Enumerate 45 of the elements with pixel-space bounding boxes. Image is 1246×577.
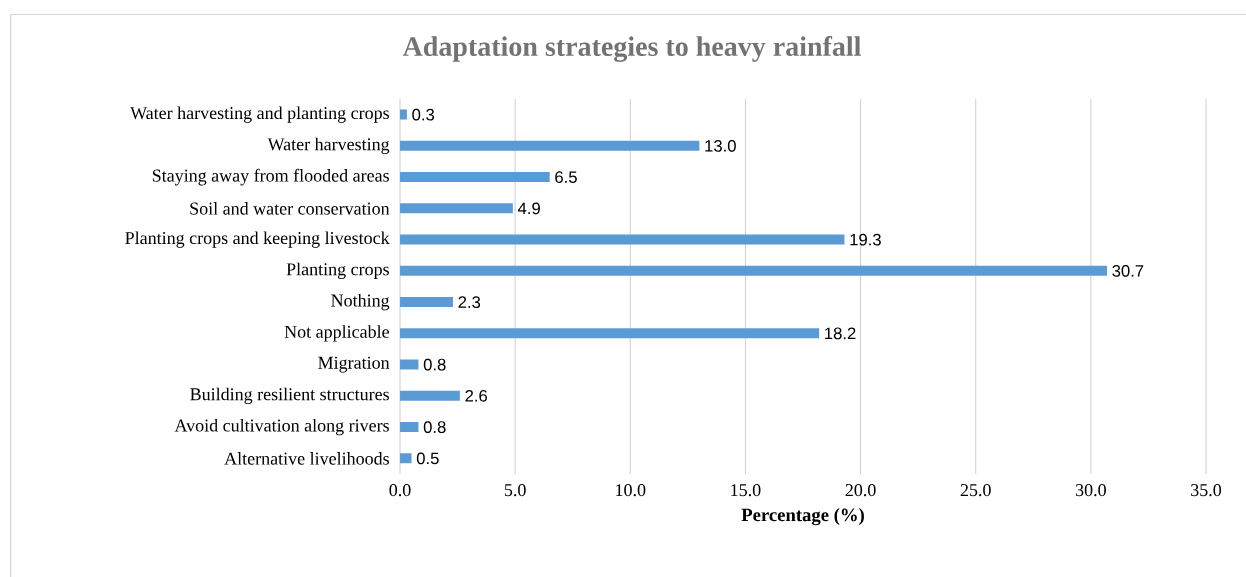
x-tick-label: 35.0 (1191, 484, 1222, 497)
bar (400, 359, 419, 370)
bar (400, 297, 453, 308)
data-label: 30.7 (1112, 264, 1144, 277)
data-label: 0.8 (423, 358, 446, 371)
x-tick-label: 25.0 (960, 484, 991, 497)
y-tick-label: Water harvesting (267, 137, 390, 155)
x-axis-title: Percentage (%) (741, 508, 864, 526)
bar (400, 234, 845, 245)
y-tick-label: Planting crops (286, 262, 389, 280)
x-tick-label: 15.0 (731, 484, 761, 497)
bar (400, 390, 460, 401)
y-tick-label: Not applicable (284, 325, 389, 342)
data-label: 0.8 (423, 421, 446, 434)
x-tick-label: 10.0 (616, 484, 646, 497)
bar (400, 140, 700, 151)
x-tick-label: 5.0 (504, 484, 526, 497)
data-label: 18.2 (825, 327, 856, 340)
y-tick-label: Avoid cultivation along rivers (174, 418, 389, 436)
y-tick-label: Water harvesting and planting crops (130, 106, 389, 123)
x-tick-label: 0.0 (389, 484, 411, 497)
x-tick-label: 30.0 (1075, 484, 1106, 497)
data-label: 0.5 (416, 452, 439, 465)
data-label: 2.3 (458, 296, 481, 309)
bar (400, 172, 550, 183)
y-tick-label: Alternative livelihoods (224, 452, 389, 465)
data-label: 2.6 (465, 389, 488, 402)
y-tick-label: Migration (318, 356, 390, 373)
chart-title: Adaptation strategies to heavy rainfall (402, 36, 861, 62)
data-label: 0.3 (412, 108, 435, 121)
data-label: 19.3 (850, 233, 881, 246)
y-tick-label: Building resilient structures (190, 387, 389, 405)
bar (400, 422, 419, 433)
bar (400, 203, 513, 214)
data-label: 6.5 (555, 171, 577, 184)
y-tick-label: Soil and water conservation (190, 202, 390, 215)
y-tick-label: Staying away from flooded areas (152, 168, 389, 186)
data-label: 13.0 (705, 139, 736, 152)
data-label: 4.9 (517, 202, 540, 215)
bar (400, 265, 1107, 276)
y-tick-label: Nothing (331, 293, 390, 311)
x-tick-label: 20.0 (845, 484, 876, 497)
y-tick-label: Planting crops and keeping livestock (125, 231, 390, 248)
bar (400, 453, 412, 464)
bar (400, 328, 820, 339)
